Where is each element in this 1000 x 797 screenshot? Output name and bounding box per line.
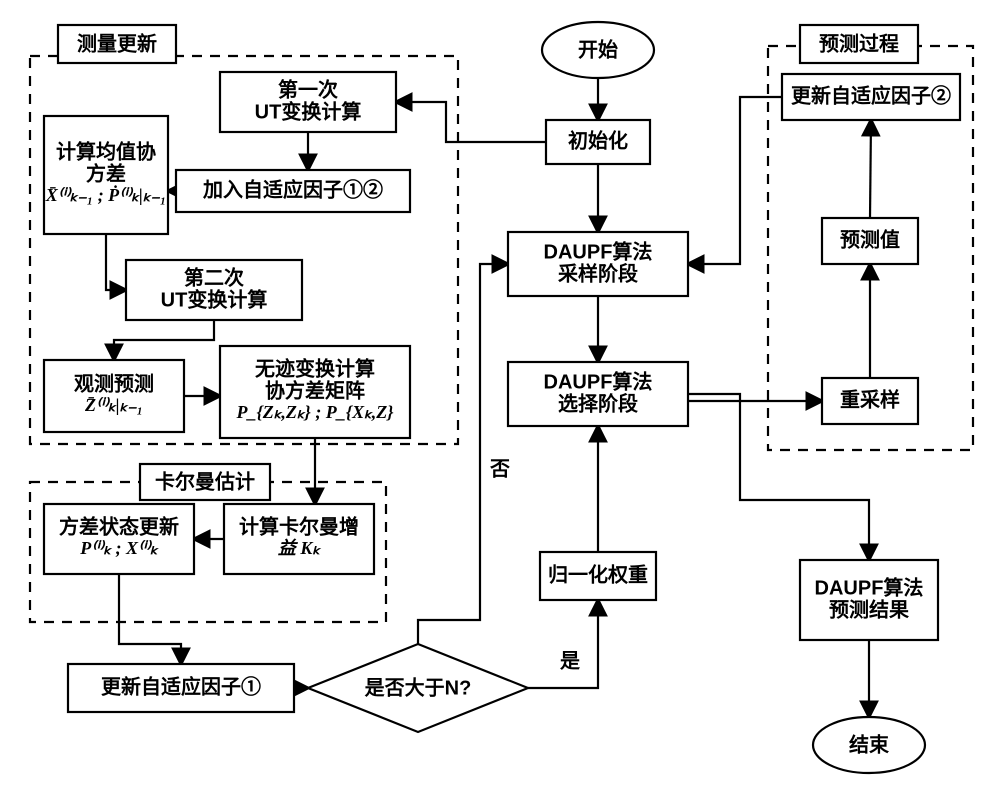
svg-text:益 Kₖ: 益 Kₖ xyxy=(278,538,322,558)
e-pv-uf2 xyxy=(870,120,871,218)
svg-text:DAUPF算法: DAUPF算法 xyxy=(544,239,653,263)
svg-text:第二次: 第二次 xyxy=(184,265,244,289)
e-dec-yes xyxy=(528,600,598,688)
svg-text:加入自适应因子①②: 加入自适应因子①② xyxy=(202,177,383,201)
svg-text:协方差矩阵: 协方差矩阵 xyxy=(265,378,365,402)
e-mean-ut2 xyxy=(106,234,126,290)
svg-text:P⁽ⁱ⁾ₖ ; X⁽ⁱ⁾ₖ: P⁽ⁱ⁾ₖ ; X⁽ⁱ⁾ₖ xyxy=(79,538,159,558)
panel-measurement-title: 测量更新 xyxy=(77,31,157,55)
svg-text:观测预测: 观测预测 xyxy=(74,372,154,395)
svg-text:选择阶段: 选择阶段 xyxy=(558,391,638,415)
svg-text:更新自适应因子②: 更新自适应因子② xyxy=(791,83,951,107)
svg-text:DAUPF算法: DAUPF算法 xyxy=(815,575,924,599)
svg-text:归一化权重: 归一化权重 xyxy=(548,562,648,586)
panel-prediction-title: 预测过程 xyxy=(819,32,899,55)
svg-text:方差: 方差 xyxy=(86,161,126,185)
svg-text:X̄⁽ⁱ⁾ₖ₋₁ ; Ṗ⁽ⁱ⁾ₖ|ₖ₋₁: X̄⁽ⁱ⁾ₖ₋₁ ; Ṗ⁽ⁱ⁾ₖ|ₖ₋₁ xyxy=(45,184,167,205)
svg-text:计算卡尔曼增: 计算卡尔曼增 xyxy=(239,514,359,538)
e-init-ut1 xyxy=(396,102,546,142)
e-var-uf1 xyxy=(119,574,181,664)
svg-text:Z̄⁽ⁱ⁾ₖ|ₖ₋₁: Z̄⁽ⁱ⁾ₖ|ₖ₋₁ xyxy=(84,395,143,415)
svg-text:计算均值协: 计算均值协 xyxy=(56,139,156,163)
svg-text:结束: 结束 xyxy=(849,732,890,756)
svg-text:更新自适应因子①: 更新自适应因子① xyxy=(101,674,261,698)
svg-text:采样阶段: 采样阶段 xyxy=(558,261,638,285)
svg-text:DAUPF算法: DAUPF算法 xyxy=(544,369,653,393)
svg-text:是: 是 xyxy=(559,649,580,672)
svg-text:第一次: 第一次 xyxy=(278,77,338,101)
svg-text:P_{Zₖ,Zₖ} ; P_{Xₖ,Z}: P_{Zₖ,Zₖ} ; P_{Xₖ,Z} xyxy=(235,402,394,422)
svg-text:否: 否 xyxy=(489,458,510,480)
svg-text:预测结果: 预测结果 xyxy=(829,597,909,621)
svg-text:是否大于N?: 是否大于N? xyxy=(364,676,472,699)
svg-text:方差状态更新: 方差状态更新 xyxy=(59,514,179,538)
panel-kalman-title: 卡尔曼估计 xyxy=(155,469,255,493)
svg-text:开始: 开始 xyxy=(578,37,618,61)
e-dec-no xyxy=(418,264,508,644)
svg-text:预测值: 预测值 xyxy=(840,227,900,251)
svg-text:无迹变换计算: 无迹变换计算 xyxy=(255,356,375,380)
svg-text:初始化: 初始化 xyxy=(568,128,628,152)
e-ut2-obs xyxy=(114,320,214,360)
svg-text:UT变换计算: UT变换计算 xyxy=(255,99,362,123)
svg-text:重采样: 重采样 xyxy=(840,387,900,411)
svg-text:UT变换计算: UT变换计算 xyxy=(161,287,268,311)
